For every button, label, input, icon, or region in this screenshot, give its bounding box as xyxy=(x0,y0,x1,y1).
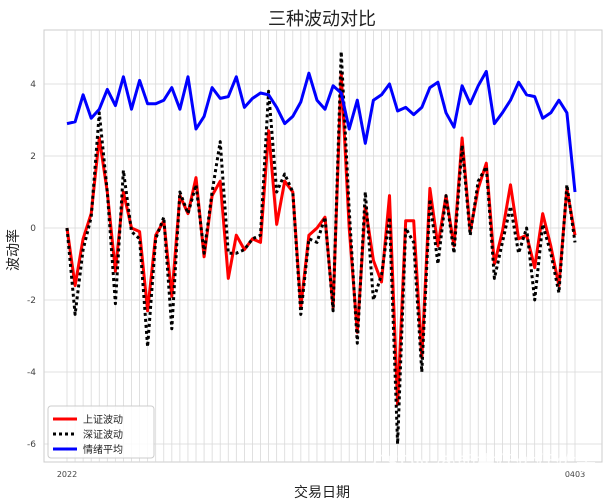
y-tick-label: 0 xyxy=(30,224,36,234)
series-line-3 xyxy=(66,69,577,193)
series-line-2 xyxy=(65,50,577,446)
series-line-1 xyxy=(65,71,577,406)
plot-frame xyxy=(43,29,603,463)
x-tick-label: 0403 xyxy=(565,470,585,479)
y-tick-label: -6 xyxy=(27,440,36,450)
y-tick-label: 4 xyxy=(30,80,36,90)
legend-label: 上证波动 xyxy=(83,413,123,426)
x-ticks: 2022 0403 xyxy=(57,470,585,479)
y-tick-label: 2 xyxy=(30,152,36,162)
series-lines xyxy=(65,50,577,446)
legend-label: 情绪平均 xyxy=(83,443,123,456)
y-ticks: -6 -4 -2 0 2 4 xyxy=(27,80,36,450)
y-tick-label: -2 xyxy=(27,296,36,306)
x-tick-label: 2022 xyxy=(57,470,77,479)
legend-label: 深证波动 xyxy=(83,428,123,441)
x-axis-label: 交易日期 xyxy=(294,484,350,501)
y-tick-label: -4 xyxy=(27,368,36,378)
watermark: CSDN @期末保佑保佑子 xyxy=(373,451,596,475)
chart-title: 三种波动对比 xyxy=(268,9,376,30)
y-axis-label: 波动率 xyxy=(5,229,22,271)
